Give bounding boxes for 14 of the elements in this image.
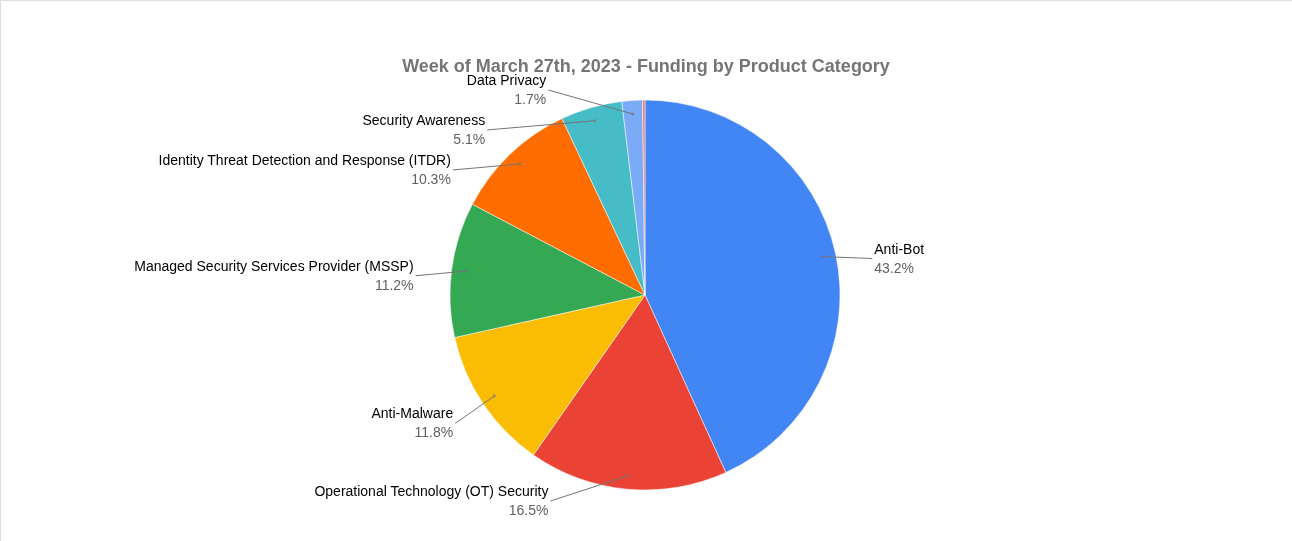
data-label: 16.5% <box>508 502 549 518</box>
data-label: 1.7% <box>514 90 547 107</box>
data-label: 11.2% <box>374 276 414 293</box>
slice-label: Operational Technology (OT) Security <box>314 483 549 499</box>
slice-label: Managed Security Services Provider (MSSP) <box>134 257 414 274</box>
slice-label: Identity Threat Detection and Response (ITDR) <box>158 151 451 168</box>
slice-label: Data Privacy <box>466 71 547 88</box>
slice-label: Security Awareness <box>362 111 486 128</box>
slice-label: Anti-Bot <box>874 240 925 257</box>
data-label: 11.8% <box>414 424 454 441</box>
data-label: 10.3% <box>411 170 451 187</box>
data-label: 43.2% <box>874 259 914 276</box>
data-label: 5.1% <box>453 130 486 147</box>
slice-label: Anti-Malware <box>371 405 454 422</box>
